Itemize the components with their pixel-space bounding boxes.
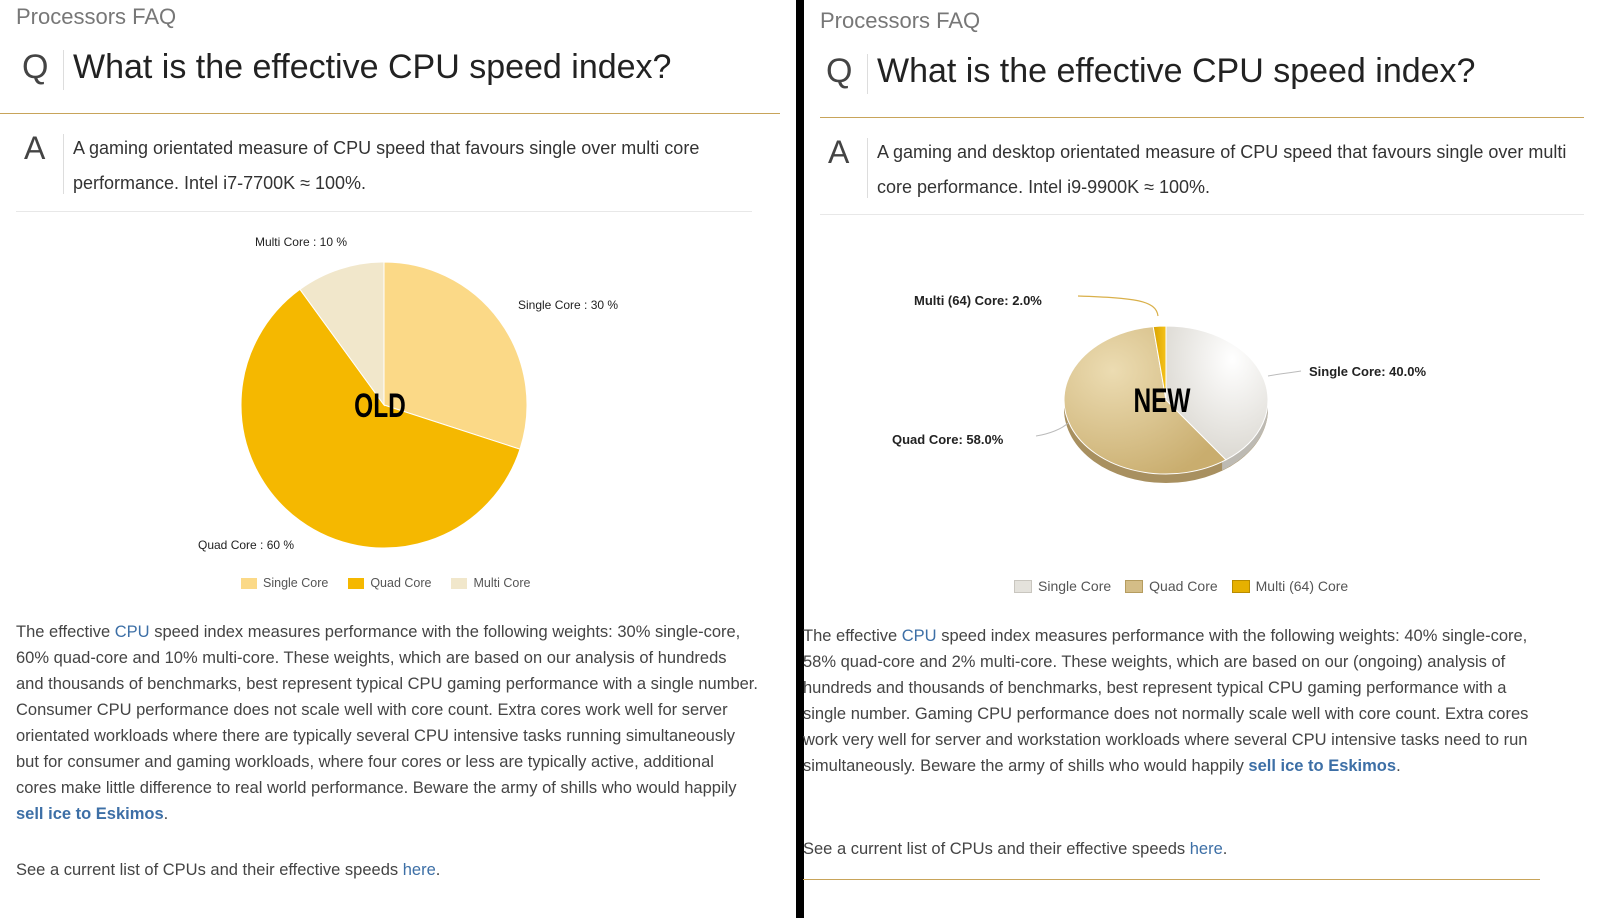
panel-divider [796,0,804,918]
chart-legend: Single Core Quad Core Multi (64) Core [1014,578,1348,594]
old-overlay-label: OLD [354,387,406,425]
light-rule [16,211,752,212]
leader-line-multi [1077,295,1159,317]
legend-item-single[interactable]: Single Core [1014,578,1111,594]
data-label-single-core: Single Core : 30 % [518,298,618,312]
legend-item-quad[interactable]: Quad Core [1125,578,1218,594]
pie-slice-single-core[interactable] [1165,325,1269,461]
legend-swatch [241,577,257,589]
a-letter: A [24,130,46,166]
light-rule [820,214,1584,215]
cpu-list-sentence: See a current list of CPUs and their eff… [16,861,441,879]
gold-rule [0,113,780,114]
legend-swatch [1231,579,1250,593]
explanation-paragraph: The effective CPU speed index measures p… [803,627,1529,775]
cpu-list-sentence: See a current list of CPUs and their eff… [803,840,1228,858]
pie-slice-multi-core[interactable] [299,261,385,407]
pie-slice-quad-core[interactable] [1063,326,1227,475]
gold-rule [820,117,1584,118]
q-separator [63,50,64,90]
leader-line-quad [1035,422,1069,437]
a-separator [867,138,868,198]
pie-slices [1063,325,1269,483]
breadcrumb[interactable]: Processors FAQ [820,8,981,33]
answer-text: A gaming and desktop orientated measure … [877,142,1567,197]
cpu-link[interactable]: CPU [114,623,150,641]
data-label-quad-core: Quad Core: 58.0% [892,432,1004,447]
explanation-paragraph: The effective CPU speed index measures p… [16,623,758,823]
pie-slice-single-core[interactable] [383,261,528,450]
q-letter: Q [22,48,49,86]
eskimos-link[interactable]: sell ice to Eskimos [1248,757,1397,775]
legend-swatch [1125,579,1144,593]
q-separator [867,54,868,94]
new-faq-panel: Processors FAQ Q What is the effective C… [803,0,1600,918]
pie-slice-multi-64-core[interactable] [1152,325,1167,401]
legend-swatch [451,577,468,589]
question-title: What is the effective CPU speed index? [73,48,672,86]
eskimos-link[interactable]: sell ice to Eskimos [16,805,164,823]
here-link[interactable]: here [402,861,436,879]
legend-item-multi[interactable]: Multi Core [451,576,530,590]
bottom-gold-rule [803,879,1540,880]
legend-item-quad[interactable]: Quad Core [348,576,431,590]
legend-item-multi[interactable]: Multi (64) Core [1231,578,1348,594]
a-separator [63,134,64,194]
data-label-quad-core: Quad Core : 60 % [198,538,294,552]
legend-swatch [348,577,365,589]
new-pie-chart: Multi (64) Core: 2.0% Single Core: 40.0%… [892,293,1426,483]
legend-swatch [1014,579,1032,593]
new-overlay-label: NEW [1133,382,1190,420]
legend-item-single[interactable]: Single Core [241,576,328,590]
cpu-link[interactable]: CPU [901,627,937,645]
chart-legend: Single Core Quad Core Multi Core [241,576,530,590]
breadcrumb[interactable]: Processors FAQ [16,4,177,29]
q-letter: Q [826,52,853,90]
data-label-multi-core: Multi Core : 10 % [255,235,347,249]
old-pie-chart: Multi Core : 10 % Single Core : 30 % Qua… [198,235,618,552]
leader-line-single [1267,370,1302,377]
data-label-single-core: Single Core: 40.0% [1309,364,1426,379]
a-letter: A [828,134,850,170]
here-link[interactable]: here [1189,840,1223,858]
pie-slice-quad-core[interactable] [240,288,521,549]
pie-depth-single [1222,400,1268,471]
pie-slices [240,261,528,549]
answer-text: A gaming orientated measure of CPU speed… [73,138,700,193]
old-faq-panel: Processors FAQ Q What is the effective C… [0,0,796,918]
data-label-multi-core: Multi (64) Core: 2.0% [914,293,1042,308]
question-title: What is the effective CPU speed index? [877,52,1476,90]
